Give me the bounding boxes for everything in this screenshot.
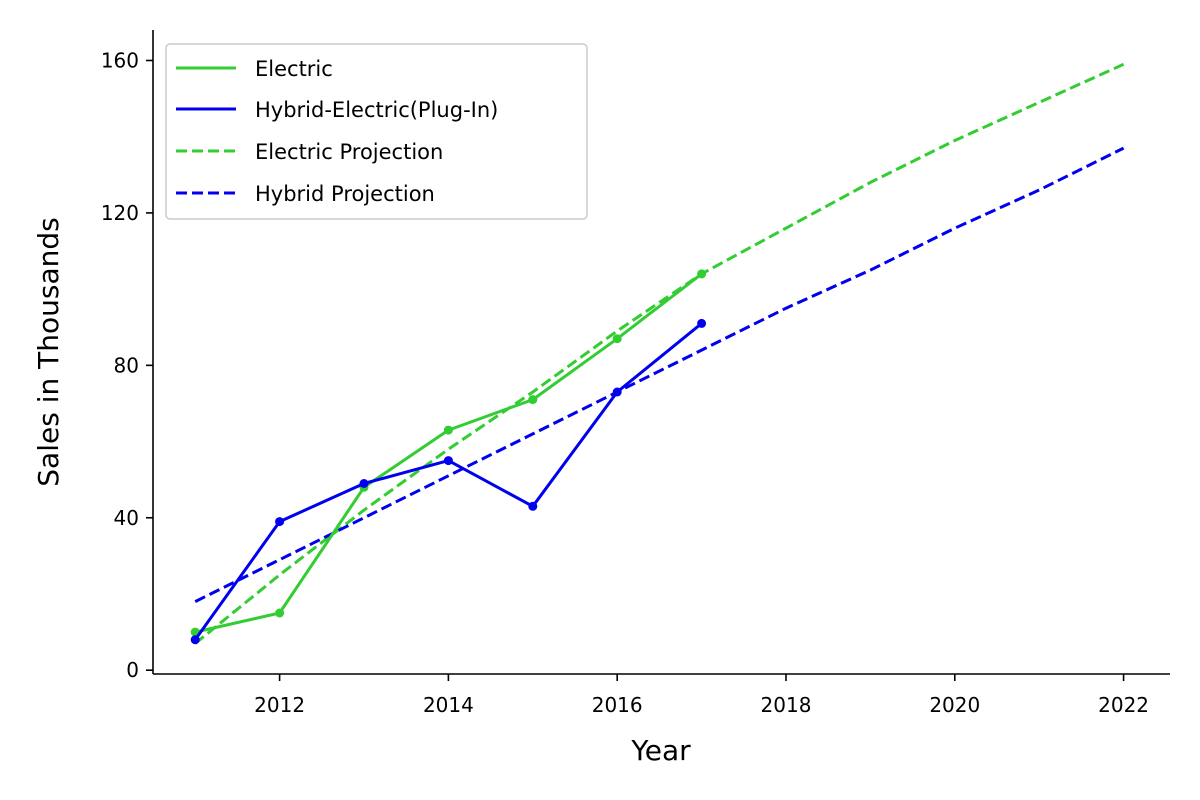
data-point [528,501,538,511]
legend-entry: Electric Projection [176,140,443,164]
series-line [194,62,1125,645]
legend: Electric Hybrid-Electric(Plug-In) Electr… [165,43,588,220]
legend-label: Electric Projection [255,140,443,164]
series-line [193,322,703,641]
legend-box [165,43,588,220]
series-line [194,146,1125,603]
data-point [190,635,200,645]
data-point [275,608,285,618]
y-tick-label: 40 [114,506,139,530]
series-line [194,272,703,634]
data-point [359,479,369,488]
legend-label: Electric [255,57,333,81]
legend-entry: Hybrid Projection [176,182,435,206]
x-tick-label: 2022 [1098,693,1149,717]
x-tick-label: 2014 [423,693,474,717]
data-point [528,395,538,405]
y-tick-label: 0 [126,658,139,682]
x-axis-title: Year [630,734,691,767]
legend-label: Hybrid Projection [255,182,435,206]
x-ticks: 2012 2014 2016 2018 2020 2022 [254,674,1149,717]
x-tick-label: 2020 [929,693,980,717]
data-point [443,425,453,435]
data-point [612,334,622,344]
data-point [697,318,707,328]
axes [152,30,1170,675]
legend-label: Hybrid-Electric(Plug-In) [255,98,498,122]
x-tick-label: 2012 [254,693,305,717]
x-tick-label: 2018 [761,693,812,717]
y-ticks: 0 40 80 120 160 [101,48,153,682]
data-point [697,269,707,279]
y-tick-label: 80 [114,353,139,377]
x-tick-label: 2016 [592,693,643,717]
legend-entry: Electric [176,57,333,81]
data-point [275,517,285,527]
plot-area [190,62,1125,645]
data-point [612,387,622,397]
y-tick-label: 120 [101,201,139,225]
legend-entry: Hybrid-Electric(Plug-In) [176,98,498,122]
y-tick-label: 160 [101,48,139,72]
data-point [443,456,453,466]
y-axis-title: Sales in Thousands [32,217,65,486]
